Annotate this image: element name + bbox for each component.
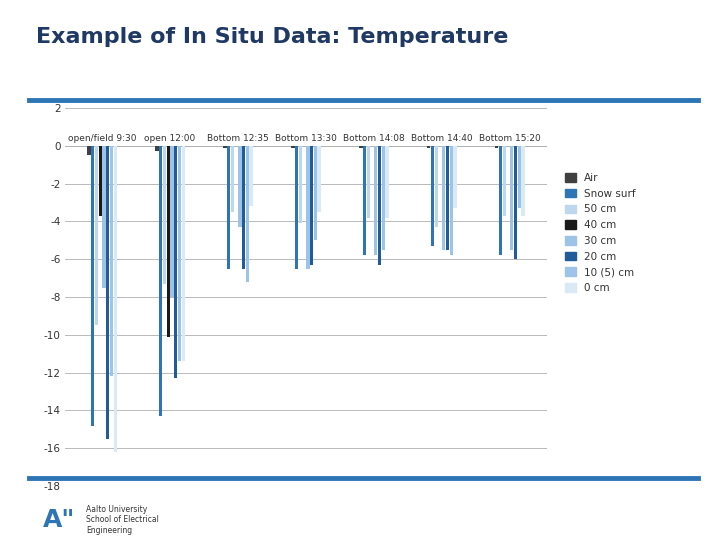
Bar [114, 146, 117, 452]
Bar [435, 146, 438, 227]
Bar [318, 146, 320, 212]
Bar [359, 146, 362, 147]
Text: open/field 9:30: open/field 9:30 [68, 134, 136, 143]
Bar [510, 146, 513, 249]
Bar [166, 146, 170, 337]
Bar [99, 146, 102, 215]
Bar [106, 146, 109, 439]
Bar [95, 146, 98, 325]
Text: open 12:00: open 12:00 [145, 134, 196, 143]
Bar [159, 146, 163, 416]
Bar [518, 146, 521, 208]
Text: Bottom 14:40: Bottom 14:40 [411, 134, 473, 143]
Bar [231, 146, 234, 212]
Text: A": A" [43, 508, 76, 531]
Bar [514, 146, 517, 259]
Bar [378, 146, 381, 265]
Bar [427, 146, 431, 147]
Bar [310, 146, 313, 265]
Bar [446, 146, 449, 249]
Bar [110, 146, 113, 376]
Bar [223, 146, 227, 147]
Bar [292, 146, 294, 147]
Bar [242, 146, 246, 269]
Bar [299, 146, 302, 224]
Bar [374, 146, 377, 255]
Bar [314, 146, 317, 240]
Bar [431, 146, 434, 246]
Bar [442, 146, 446, 249]
Bar [102, 146, 106, 287]
Bar [178, 146, 181, 361]
Bar [238, 146, 242, 227]
Bar [174, 146, 177, 379]
Legend: Air, Snow surf, 50 cm, 40 cm, 30 cm, 20 cm, 10 (5) cm, 0 cm: Air, Snow surf, 50 cm, 40 cm, 30 cm, 20 … [562, 170, 639, 296]
Text: Example of In Situ Data: Temperature: Example of In Situ Data: Temperature [36, 27, 508, 47]
Bar [521, 146, 525, 215]
Text: Bottom 15:20: Bottom 15:20 [479, 134, 541, 143]
Bar [385, 146, 389, 218]
Bar [246, 146, 249, 282]
Bar [171, 146, 174, 297]
Bar [227, 146, 230, 269]
Bar [503, 146, 506, 215]
Bar [91, 146, 94, 426]
Bar [250, 146, 253, 206]
Bar [449, 146, 453, 255]
Text: Bottom 14:08: Bottom 14:08 [343, 134, 405, 143]
Bar [306, 146, 310, 269]
Bar [295, 146, 298, 269]
Bar [181, 146, 185, 361]
Bar [163, 146, 166, 284]
Bar [454, 146, 456, 208]
Bar [363, 146, 366, 255]
Text: Bottom 12:35: Bottom 12:35 [207, 134, 269, 143]
Bar [499, 146, 502, 255]
Text: Aalto University
School of Electrical
Engineering: Aalto University School of Electrical En… [86, 505, 159, 535]
Bar [366, 146, 370, 218]
Bar [156, 146, 158, 151]
Bar [87, 146, 91, 156]
Bar [495, 146, 498, 147]
Bar [382, 146, 385, 249]
Text: Bottom 13:30: Bottom 13:30 [275, 134, 337, 143]
